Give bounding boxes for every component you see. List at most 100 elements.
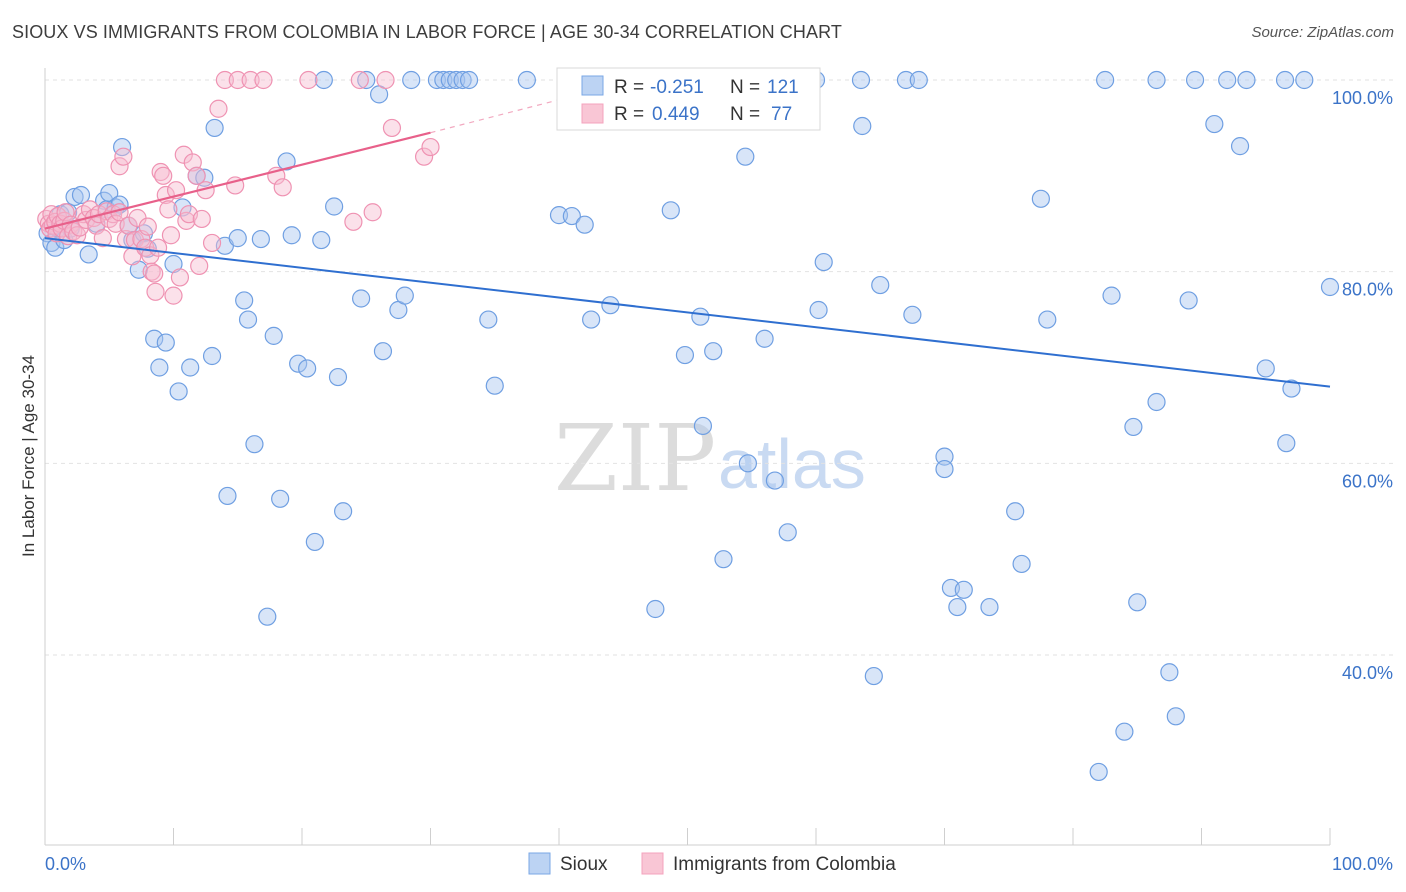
legend-r-value-colombia: 0.449	[652, 104, 700, 125]
sioux-point	[205, 118, 224, 138]
y-tick-label: 100.0%	[1332, 88, 1393, 108]
sioux-point	[277, 152, 296, 171]
sioux-point	[334, 502, 353, 521]
colombia-point	[209, 99, 228, 118]
sioux-point	[736, 147, 755, 166]
sioux-point	[1166, 707, 1185, 726]
sioux-point	[935, 447, 954, 466]
sioux-point	[549, 206, 569, 225]
y-tick-labels: 40.0% 60.0% 80.0% 100.0%	[1332, 88, 1393, 683]
sioux-point	[1179, 291, 1198, 310]
sioux-point	[864, 666, 883, 686]
sioux-point	[145, 329, 164, 348]
sioux-point	[357, 70, 376, 90]
y-tick-label: 60.0%	[1342, 471, 1393, 491]
sioux-trend-line	[44, 237, 1331, 388]
y-axis-label: In Labor Force | Age 30-34	[19, 355, 38, 557]
sioux-point	[434, 70, 453, 90]
sioux-point	[903, 305, 922, 324]
sioux-point	[948, 597, 967, 617]
sioux-point	[71, 185, 91, 205]
sioux-point	[1012, 554, 1031, 574]
sioux-point	[395, 286, 414, 305]
sioux-point	[79, 245, 98, 264]
colombia-point	[228, 70, 247, 90]
sioux-point	[150, 358, 169, 377]
sioux-point	[778, 523, 797, 542]
sioux-point	[601, 296, 620, 315]
sioux-point	[289, 354, 308, 373]
colombia-point	[376, 70, 395, 90]
y-tick-label: 40.0%	[1342, 663, 1393, 683]
sioux-point	[235, 291, 254, 310]
sioux-point	[1038, 310, 1057, 329]
gridlines	[45, 79, 1393, 656]
sioux-point	[173, 198, 192, 217]
sioux-point	[1124, 417, 1143, 437]
colombia-point	[159, 200, 178, 219]
sioux-point	[271, 489, 290, 508]
sioux-point	[1275, 70, 1295, 90]
colombia-point	[187, 166, 206, 185]
bottom-legend-colombia: Immigrants from Colombia	[673, 854, 896, 875]
colombia-point	[110, 157, 129, 176]
sioux-point	[896, 70, 916, 90]
colombia-point	[138, 217, 157, 236]
colombia-point	[299, 70, 318, 90]
sioux-point	[714, 550, 733, 569]
colombia-trend-line	[44, 131, 431, 230]
sioux-point	[328, 367, 348, 387]
colombia-point	[273, 178, 292, 197]
sioux-point	[693, 416, 713, 436]
colombia-point	[164, 286, 183, 305]
x-tick-label-max: 100.0%	[1332, 854, 1393, 874]
colombia-point	[161, 226, 181, 245]
legend-n-value-sioux: 121	[767, 77, 799, 98]
sioux-point	[1089, 762, 1108, 782]
sioux-point	[871, 275, 890, 295]
colombia-point	[344, 212, 363, 231]
sioux-point	[1256, 359, 1275, 378]
legend-swatch-sioux	[581, 75, 604, 96]
trend-lines	[44, 79, 1331, 388]
sioux-point	[112, 137, 132, 157]
sioux-point	[258, 607, 277, 626]
colombia-point	[170, 268, 190, 287]
colombia-point	[215, 70, 234, 90]
colombia-point	[382, 118, 402, 138]
sioux-point	[65, 187, 84, 207]
sioux-point	[264, 326, 283, 345]
legend-r-label-colombia: R =	[614, 104, 644, 125]
colombia-point	[146, 282, 165, 301]
colombia-point	[183, 153, 202, 172]
sioux-point	[1282, 379, 1301, 398]
sioux-point	[312, 230, 331, 250]
sioux-point	[479, 310, 498, 329]
sioux-point	[738, 454, 757, 473]
sioux-point	[298, 359, 317, 378]
sioux-point	[582, 310, 601, 329]
colombia-point	[421, 137, 440, 157]
legend-n-label-sioux: N =	[730, 77, 760, 98]
colombia-point	[254, 70, 273, 90]
legend-r-value-sioux: -0.251	[650, 77, 704, 98]
sioux-point	[1185, 70, 1205, 90]
chart-title: SIOUX VS IMMIGRANTS FROM COLOMBIA IN LAB…	[12, 22, 842, 42]
source-credit: Source: ZipAtlas.com	[1251, 24, 1394, 41]
sioux-point	[909, 70, 928, 90]
watermark-zip: ZIP	[554, 405, 716, 512]
sioux-point	[814, 252, 833, 272]
sioux-point	[1230, 137, 1250, 156]
sioux-point	[453, 70, 472, 90]
x-tick-label-min: 0.0%	[45, 854, 86, 874]
sioux-point	[427, 70, 447, 90]
colombia-point	[190, 256, 209, 276]
sioux-point	[282, 226, 301, 245]
stats-legend: R = -0.251 N = 121 R = 0.449 N = 77	[556, 67, 821, 131]
sioux-point	[1102, 286, 1121, 305]
bottom-legend-sioux: Sioux	[560, 854, 608, 875]
sioux-point	[661, 201, 680, 220]
sioux-point	[1096, 70, 1115, 90]
sioux-point	[1160, 663, 1179, 682]
